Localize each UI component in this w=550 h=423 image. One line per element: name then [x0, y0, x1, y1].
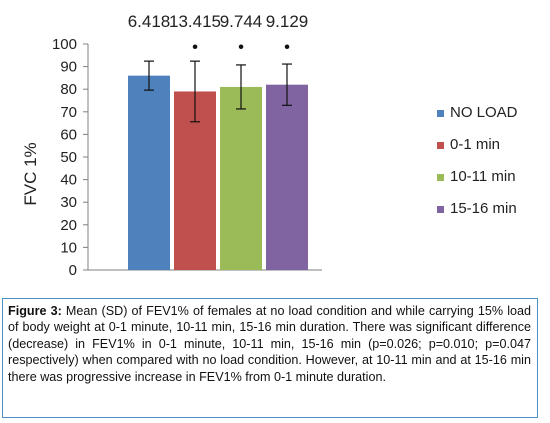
y-tick-label: 50: [60, 149, 77, 166]
significance-markers: • • •: [192, 39, 290, 56]
y-tick-label: 40: [60, 172, 77, 189]
y-tick-label: 20: [60, 217, 77, 234]
legend-swatch-1: [437, 110, 444, 117]
sd-label-3: 9.744: [220, 12, 263, 31]
y-axis-label: FVC 1%: [21, 142, 40, 205]
y-tick-label: 90: [60, 59, 77, 76]
y-tick-label: 80: [60, 81, 77, 98]
y-tick-label: 70: [60, 104, 77, 121]
legend-swatch-3: [437, 174, 444, 181]
bars: [128, 75, 308, 271]
legend-label-3: 10-11 min: [450, 168, 516, 185]
figure-caption: Figure 3: Mean (SD) of FEV1% of females …: [2, 298, 538, 418]
y-tick-label: 100: [52, 36, 77, 53]
legend-label-4: 15-16 min: [450, 200, 517, 217]
y-tick-label: 0: [69, 262, 77, 279]
caption-text: Mean (SD) of FEV1% of females at no load…: [8, 304, 532, 384]
sd-label-2: 13.415: [169, 12, 221, 31]
y-tick-label: 10: [60, 239, 77, 256]
significance-marker-4: •: [284, 39, 290, 56]
bar-1: [128, 75, 170, 270]
y-tick-label: 30: [60, 194, 77, 211]
caption-label: Figure 3:: [8, 304, 62, 318]
significance-marker-3: •: [238, 39, 244, 56]
legend: NO LOAD 0-1 min 10-11 min 15-16 min: [437, 104, 518, 217]
error-bars: [144, 60, 292, 123]
bar-3: [220, 86, 262, 270]
significance-marker-2: •: [192, 39, 198, 56]
legend-swatch-2: [437, 142, 444, 149]
y-tick-label: 60: [60, 126, 77, 143]
legend-label-2: 0-1 min: [450, 136, 500, 153]
caption-paragraph: Figure 3: Mean (SD) of FEV1% of females …: [8, 303, 531, 385]
sd-label-1: 6.418: [128, 12, 171, 31]
bar-4: [266, 84, 308, 271]
sd-label-4: 9.129: [266, 12, 309, 31]
y-axis: 0 10 20 30 40 50 60 70 80 90 100: [52, 36, 89, 279]
legend-swatch-4: [437, 206, 444, 213]
legend-label-1: NO LOAD: [450, 104, 518, 121]
